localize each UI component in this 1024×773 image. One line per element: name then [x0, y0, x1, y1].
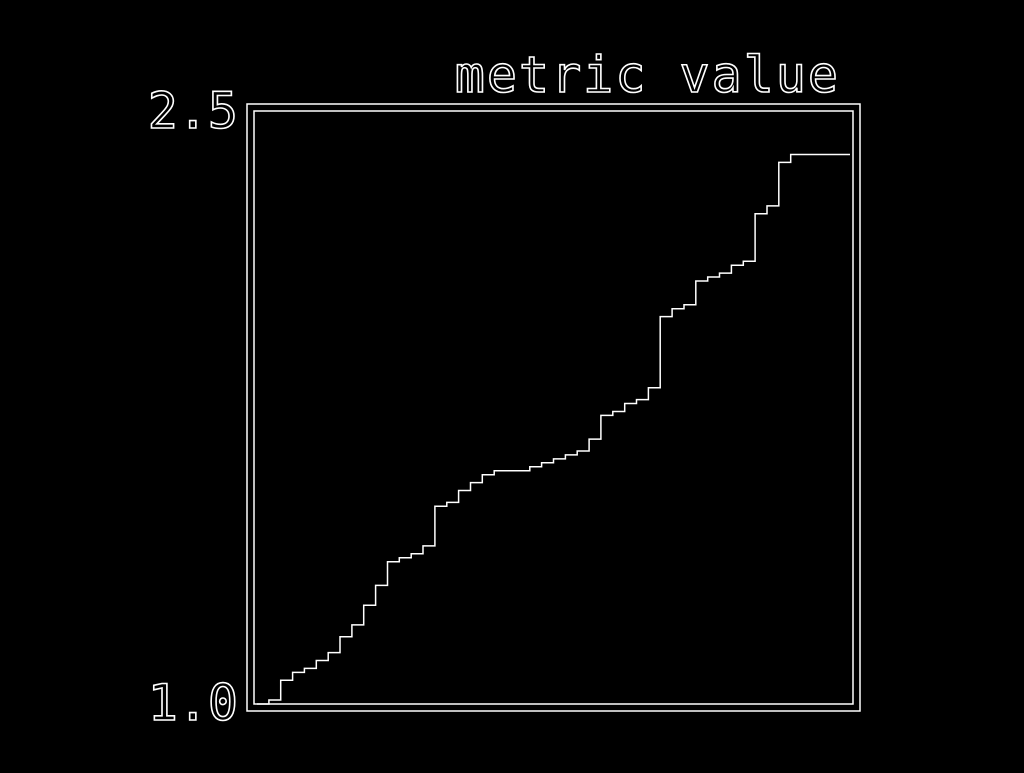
chart-title: metric value: [455, 46, 840, 104]
y-tick-label-max: 2.5: [148, 82, 238, 140]
series-group: [257, 153, 850, 705]
series-line-0: [257, 153, 850, 705]
axes-frame-outer: [246, 103, 861, 712]
axes-frame-inner: [253, 110, 854, 705]
y-tick-label-min: 1.0: [148, 674, 238, 732]
